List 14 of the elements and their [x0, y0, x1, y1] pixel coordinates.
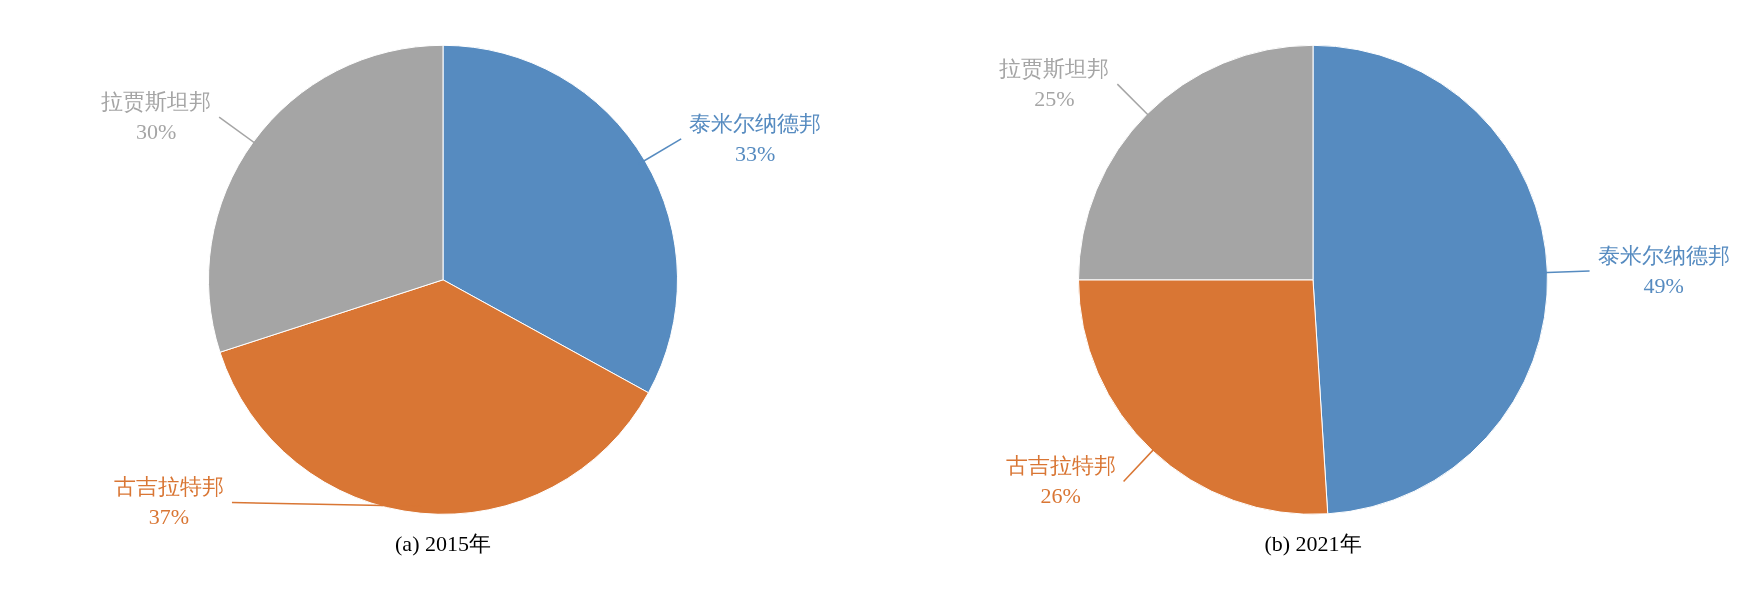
data-label: 37% — [148, 504, 190, 530]
slice-label: 泰米尔纳德邦 — [1597, 242, 1730, 268]
data-label: 49% — [1643, 272, 1684, 298]
slice-label: 古吉拉特邦 — [1005, 453, 1116, 479]
slice-label: 拉贾斯坦邦 — [999, 55, 1110, 81]
data-label: 25% — [1034, 85, 1075, 111]
text: (b) 2021年 — [1264, 530, 1362, 556]
text: (a) 2015年 — [395, 530, 491, 556]
data-label: 33% — [735, 140, 776, 166]
data-label: 30% — [135, 118, 177, 144]
data-label: 26% — [1040, 483, 1081, 509]
slice-label: 古吉拉特邦 — [113, 474, 224, 500]
slice-label: 泰米尔纳德邦 — [689, 110, 822, 136]
slice-label: 拉贾斯坦邦 — [101, 88, 212, 114]
